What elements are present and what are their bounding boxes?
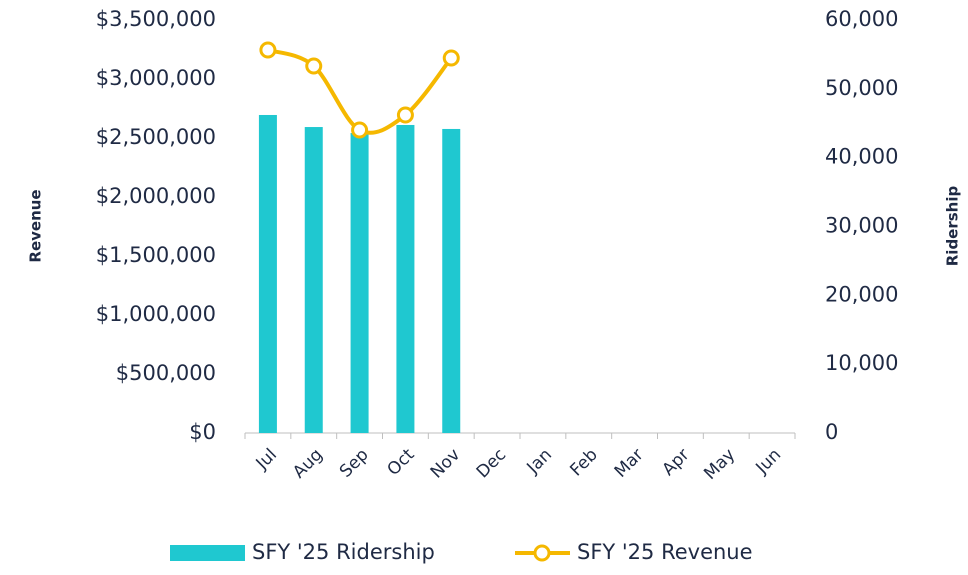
line-marker <box>259 41 277 59</box>
bar <box>304 127 323 434</box>
y2-tick-label: 60,000 <box>825 7 898 31</box>
legend-label: SFY '25 Ridership <box>252 540 435 564</box>
y2-tick-label: 0 <box>825 420 838 444</box>
x-tick-label: Feb <box>566 445 601 480</box>
line <box>267 48 453 135</box>
bar <box>442 128 461 433</box>
y2-tick-label: 10,000 <box>825 351 898 375</box>
y-tick-label: $1,000,000 <box>96 302 216 326</box>
line-marker <box>396 106 414 124</box>
x-tick-label: Nov <box>427 445 465 483</box>
y-axis-title: Revenue <box>27 189 45 262</box>
y-tick-label: $2,500,000 <box>96 125 216 149</box>
legend-marker <box>533 544 551 562</box>
x-tick-label: Oct <box>384 445 419 480</box>
line-marker <box>305 57 323 75</box>
bar <box>350 133 369 433</box>
x-tick-label: Mar <box>611 445 648 482</box>
y2-tick-label: 30,000 <box>825 214 898 238</box>
y-tick-label: $3,000,000 <box>96 66 216 90</box>
x-tick-label: Apr <box>659 445 694 480</box>
x-tick-label: Jan <box>523 445 556 478</box>
line-marker <box>442 49 460 67</box>
y-tick-label: $1,500,000 <box>96 243 216 267</box>
legend-swatch <box>170 545 245 561</box>
y2-axis-title: Ridership <box>944 186 962 267</box>
y2-tick-label: 20,000 <box>825 282 898 306</box>
x-tick-label: Aug <box>289 445 327 483</box>
line-marker <box>351 121 369 139</box>
y-tick-label: $2,000,000 <box>96 184 216 208</box>
x-tick-label: Jun <box>752 445 786 479</box>
y2-tick-label: 50,000 <box>825 76 898 100</box>
x-tick-label: Dec <box>473 445 510 482</box>
x-tick-label: May <box>700 445 739 484</box>
y-tick-label: $3,500,000 <box>96 7 216 31</box>
y2-tick-label: 40,000 <box>825 145 898 169</box>
bar <box>396 124 415 434</box>
y-tick-label: $0 <box>189 420 216 444</box>
y-tick-label: $500,000 <box>116 361 216 385</box>
x-tick-label: Jul <box>252 445 281 474</box>
x-tick-label: Sep <box>336 445 373 482</box>
legend-label: SFY '25 Revenue <box>577 540 753 564</box>
bar <box>258 114 277 434</box>
